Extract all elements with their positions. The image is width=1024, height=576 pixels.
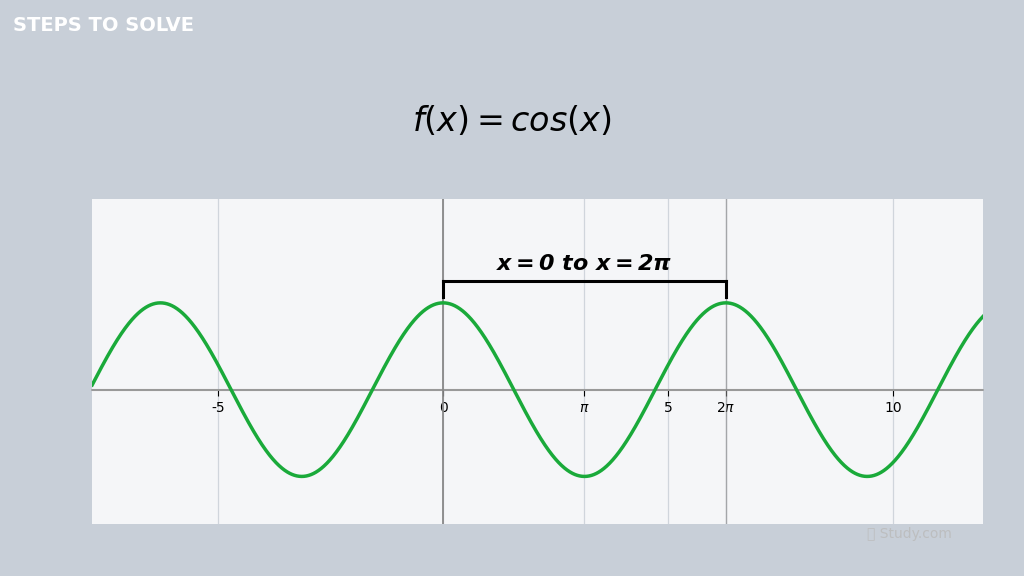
Text: $f(x) = cos(x)$: $f(x) = cos(x)$: [413, 104, 611, 138]
Text: STEPS TO SOLVE: STEPS TO SOLVE: [13, 16, 195, 35]
Text: $\bfit{x = 0}$ $\bfit{to}$ $\bfit{x = 2\pi}$: $\bfit{x = 0}$ $\bfit{to}$ $\bfit{x = 2\…: [497, 254, 673, 274]
Text: Ⓢ Study.com: Ⓢ Study.com: [867, 528, 952, 541]
